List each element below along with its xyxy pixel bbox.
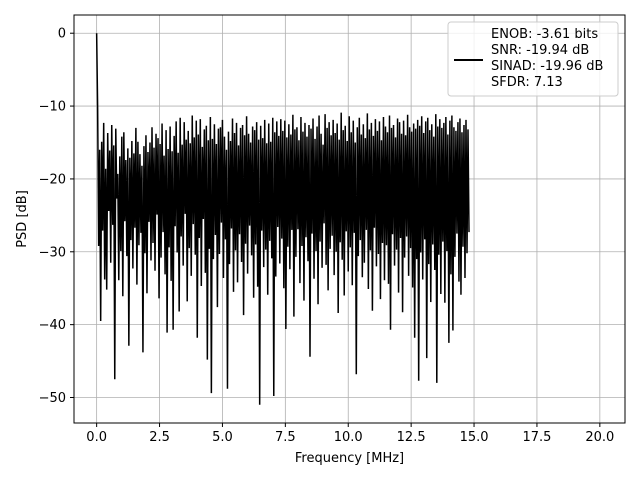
x-tick-label: 15.0	[460, 430, 489, 445]
x-tick-label: 12.5	[397, 430, 426, 445]
legend-sinad: SINAD: -19.96 dB	[491, 59, 603, 74]
y-axis-label: PSD [dB]	[15, 190, 30, 248]
legend-snr: SNR: -19.94 dB	[491, 43, 589, 58]
y-tick-label: −30	[39, 245, 66, 260]
axes-frame	[73, 14, 626, 424]
legend[interactable]: ENOB: -3.61 bits SNR: -19.94 dB SINAD: -…	[447, 21, 619, 97]
y-tick-label: −50	[39, 391, 66, 406]
x-tick-label: 7.5	[275, 430, 296, 445]
x-tick-label: 5.0	[212, 430, 233, 445]
legend-sfdr: SFDR: 7.13	[491, 75, 563, 90]
x-tick-label: 20.0	[585, 430, 614, 445]
plot-area	[95, 33, 470, 405]
x-tick-label: 2.5	[149, 430, 170, 445]
x-tick-label: 0.0	[86, 430, 107, 445]
x-tick-label: 10.0	[334, 430, 363, 445]
legend-enob: ENOB: -3.61 bits	[491, 27, 598, 42]
legend-box	[447, 21, 619, 97]
y-tick-label: 0	[58, 27, 66, 42]
axis-ticks: 0.0 2.5 5.0 7.5 10.0 12.5 15.0 17.5 20.0 0 −10 −20 −…	[39, 27, 615, 445]
y-tick-label: −40	[39, 318, 66, 333]
x-tick-label: 17.5	[522, 430, 551, 445]
y-tick-label: −20	[39, 172, 66, 187]
y-tick-label: −10	[39, 100, 66, 115]
psd-series-line	[95, 33, 470, 405]
x-axis-label: Frequency [MHz]	[295, 451, 404, 466]
